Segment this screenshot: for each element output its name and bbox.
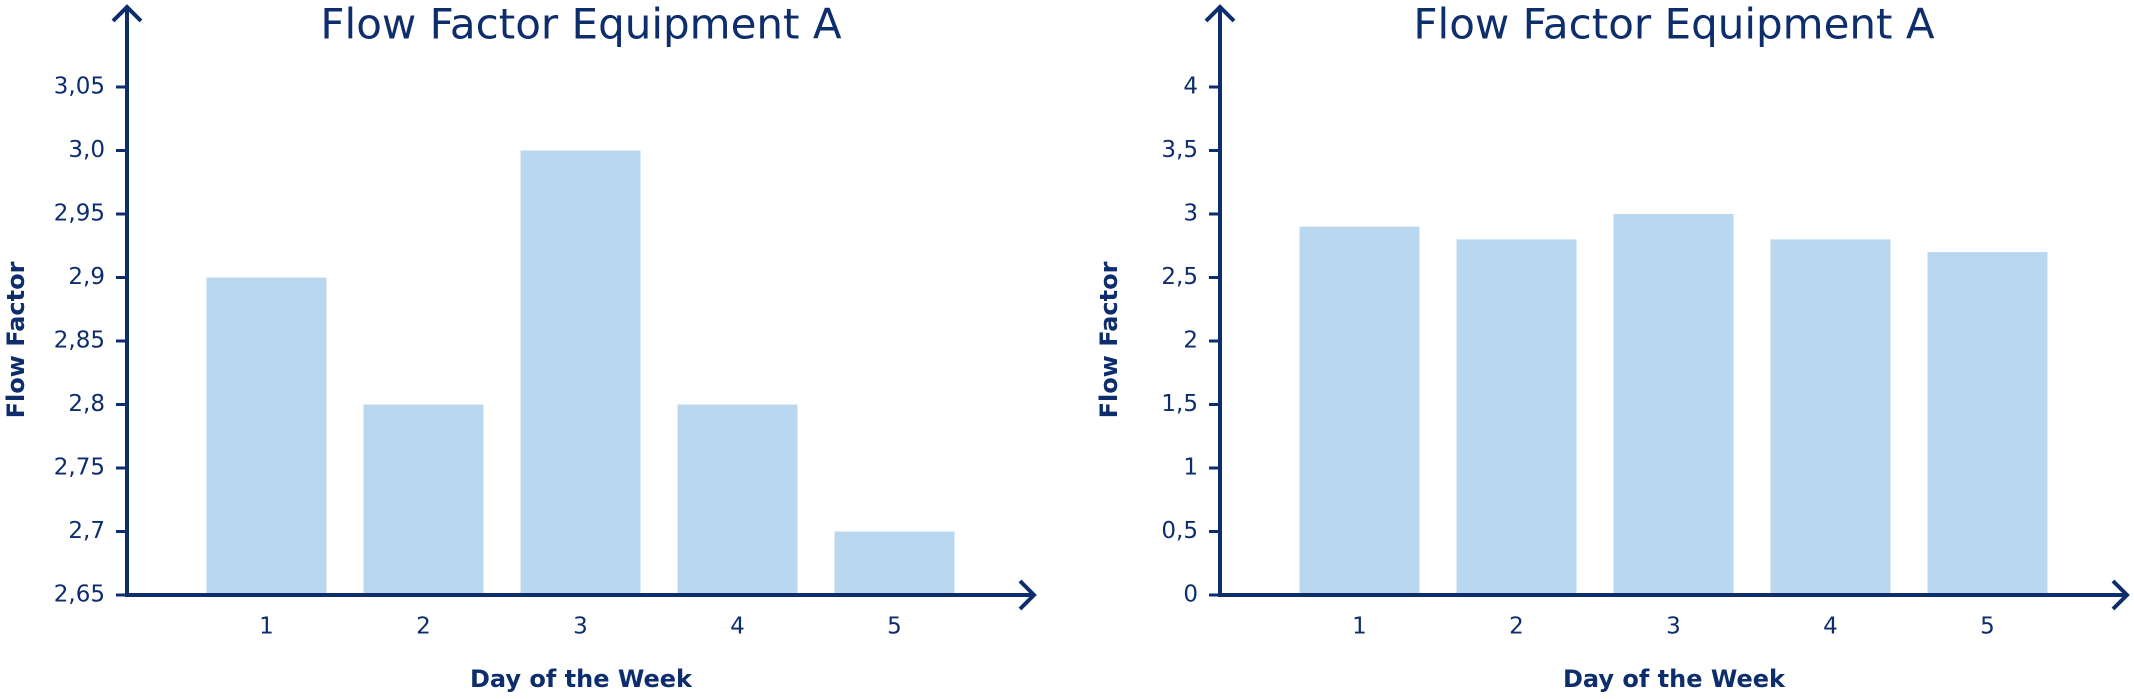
x-tick-label: 3 [573, 614, 588, 640]
chart-title: Flow Factor Equipment A [320, 0, 841, 49]
y-tick-label: 3,0 [68, 137, 105, 163]
y-tick-label: 3 [1183, 201, 1198, 227]
bar [206, 277, 327, 595]
x-tick-label: 3 [1666, 614, 1681, 640]
y-axis-label: Flow Factor [2, 261, 30, 418]
x-tick-label: 2 [416, 614, 431, 640]
bar [520, 150, 641, 595]
y-axis-label: Flow Factor [1095, 261, 1123, 418]
y-tick-label: 2,5 [1161, 264, 1198, 290]
y-tick-label: 2,8 [68, 391, 105, 417]
chart-title: Flow Factor Equipment A [1413, 0, 1934, 49]
axes [1218, 7, 2127, 597]
bar [363, 404, 484, 595]
y-tick-label: 2,85 [54, 328, 105, 354]
y-tick-label: 3,5 [1161, 137, 1198, 163]
y-tick-label: 2,95 [54, 201, 105, 227]
bar [1770, 239, 1891, 595]
x-arrow [1018, 579, 1037, 611]
y-tick-label: 4 [1183, 74, 1198, 100]
x-tick-label: 1 [259, 614, 274, 640]
x-axis-label: Day of the Week [470, 665, 693, 693]
y-tick-label: 2,9 [68, 264, 105, 290]
y-tick-label: 1 [1183, 455, 1198, 481]
x-tick-label: 4 [1823, 614, 1838, 640]
y-tick-label: 2,65 [54, 582, 105, 608]
y-tick-label: 0,5 [1161, 518, 1198, 544]
bar [677, 404, 798, 595]
x-tick-label: 5 [1980, 614, 1995, 640]
y-tick-label: 2,75 [54, 455, 105, 481]
y-arrow [1204, 4, 1236, 23]
axes [125, 7, 1034, 597]
x-tick-label: 4 [730, 614, 745, 640]
y-arrow [111, 4, 143, 23]
y-tick-label: 3,05 [54, 74, 105, 100]
bar [1299, 226, 1420, 595]
y-tick-label: 2,7 [68, 518, 105, 544]
x-tick-label: 1 [1352, 614, 1367, 640]
x-axis-label: Day of the Week [1563, 665, 1786, 693]
bar [1927, 252, 2048, 595]
x-tick-label: 2 [1509, 614, 1524, 640]
bar [1456, 239, 1577, 595]
x-tick-label: 5 [887, 614, 902, 640]
bar [1613, 214, 1734, 595]
y-tick-label: 0 [1183, 582, 1198, 608]
chart: Flow Factor Equipment A 1 2 3 4 5 2,65 2,7 2,75 2… [2, 0, 1037, 693]
bar [834, 531, 955, 595]
y-tick-label: 2 [1183, 328, 1198, 354]
chart: Flow Factor Equipment A 1 2 3 4 5 0 0,5 1 1,5 2 2,5… [1095, 0, 2130, 693]
x-arrow [2111, 579, 2130, 611]
y-tick-label: 1,5 [1161, 391, 1198, 417]
